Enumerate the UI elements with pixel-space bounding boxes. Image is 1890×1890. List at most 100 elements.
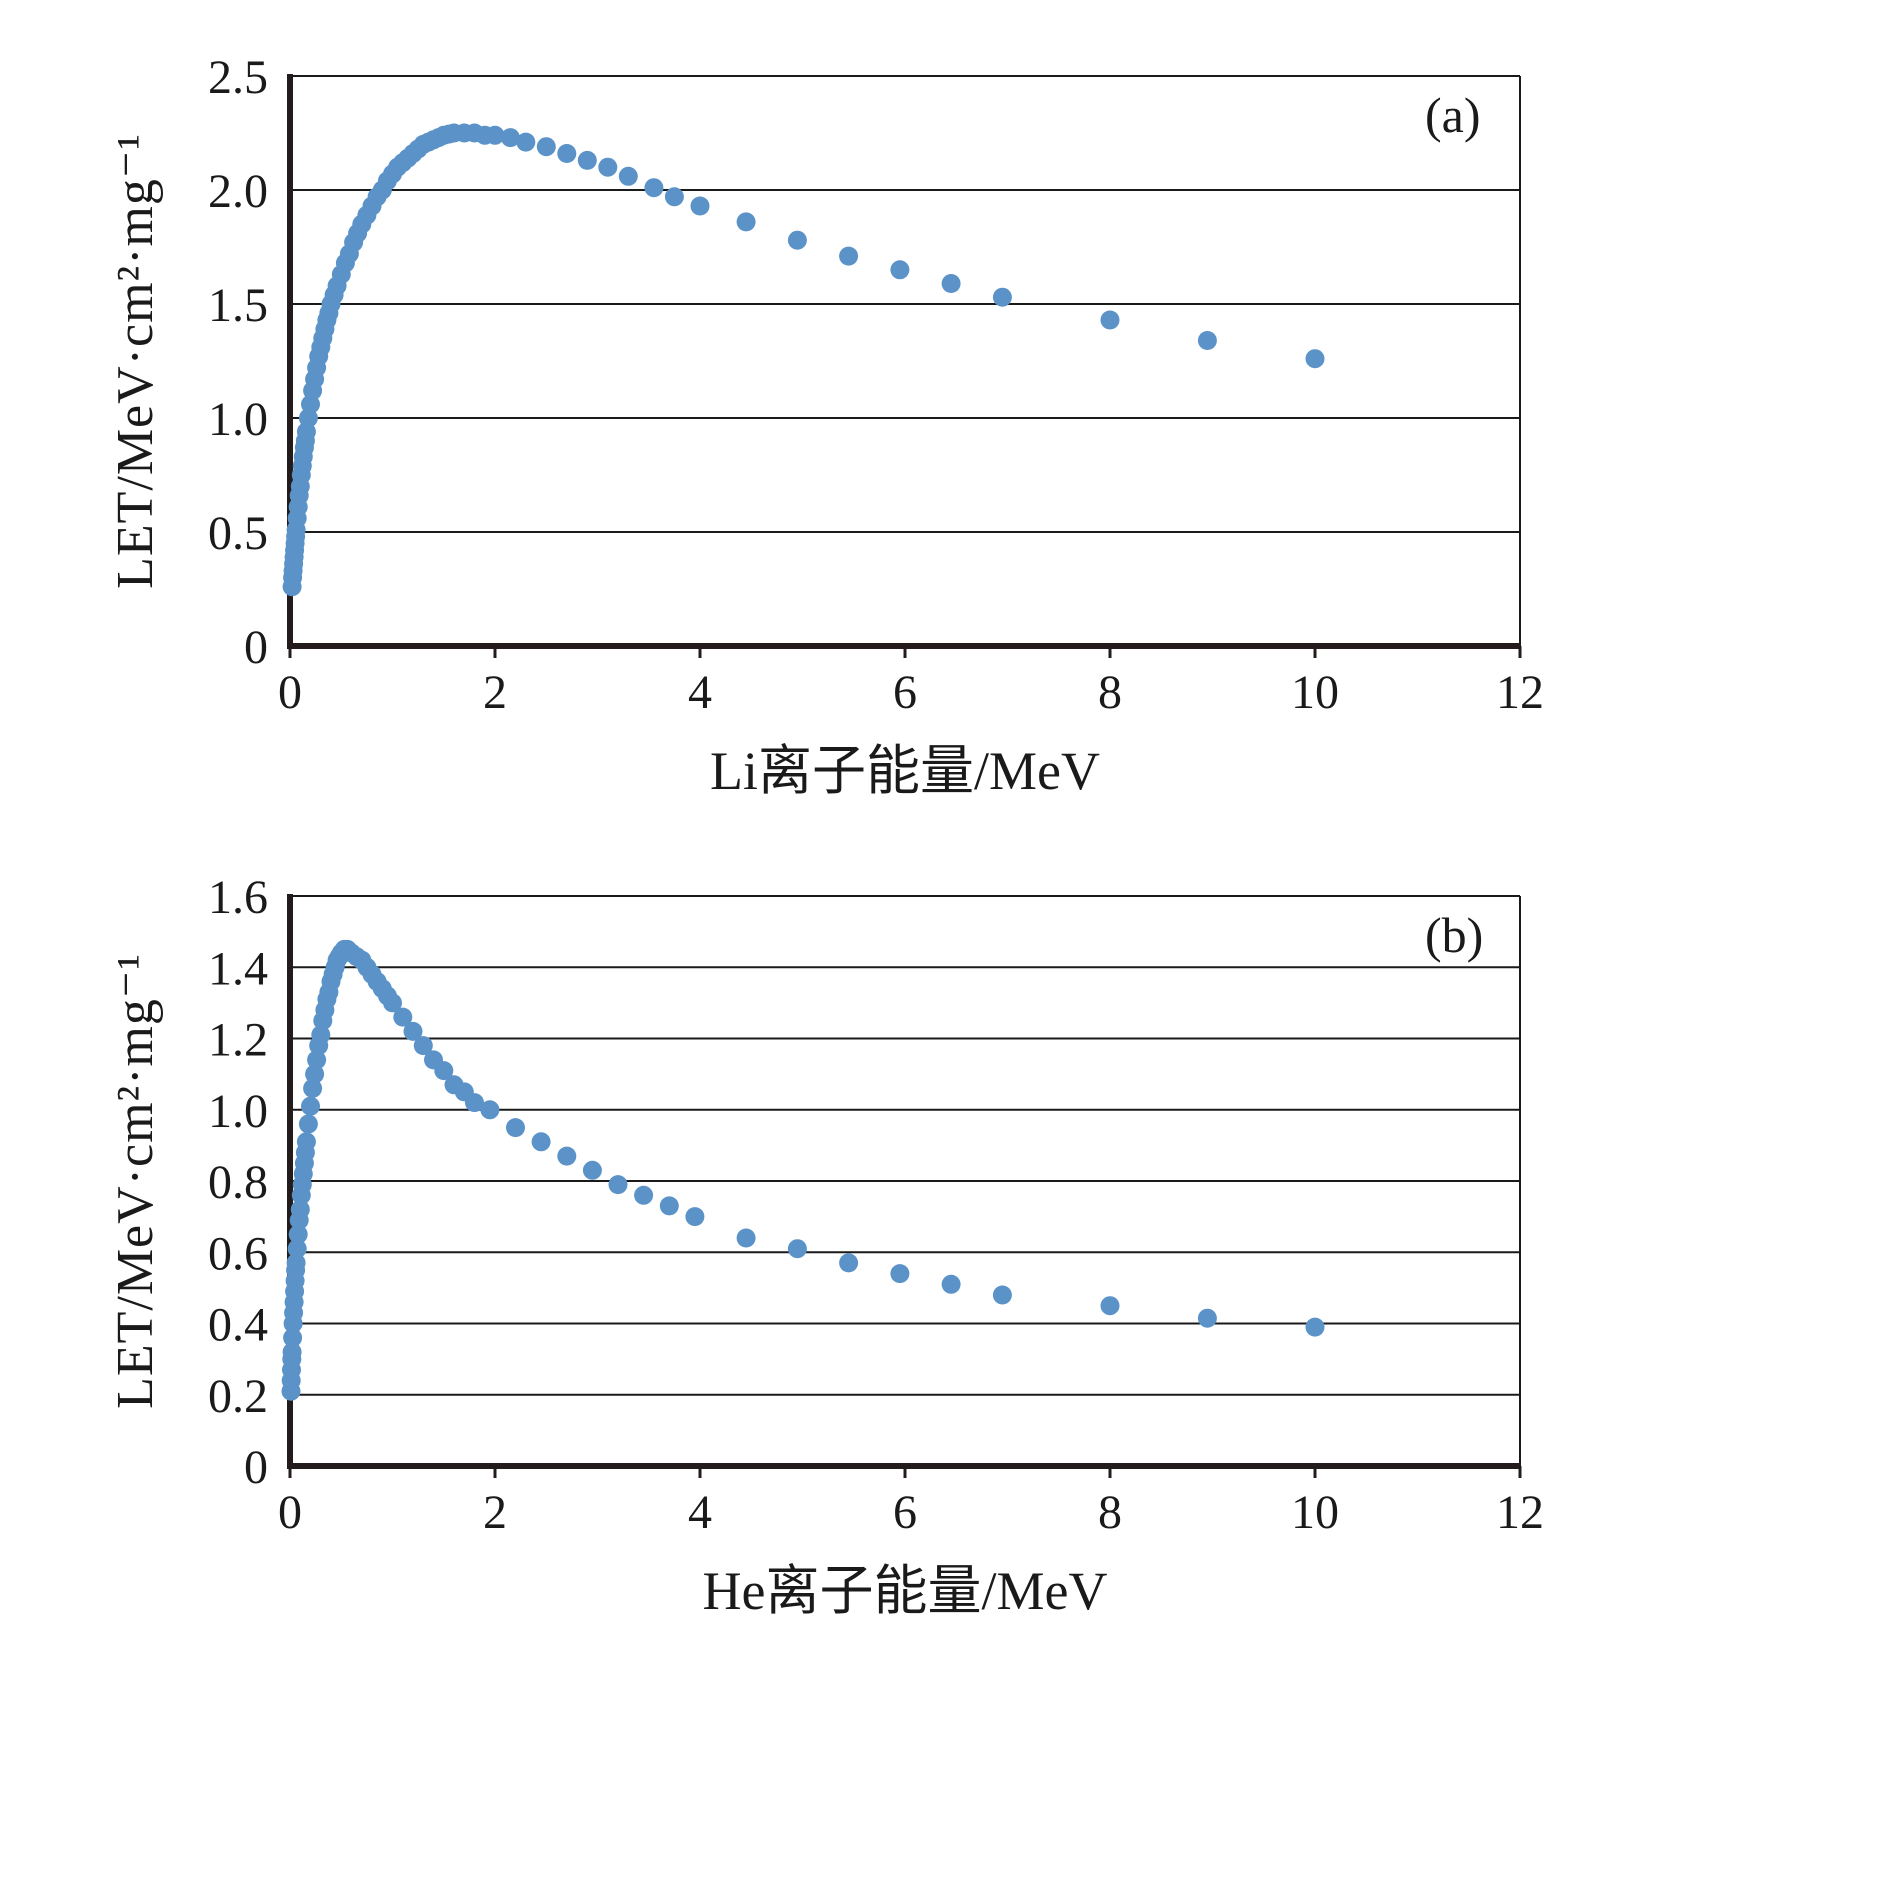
data-point xyxy=(301,1096,320,1116)
svg-text:1.6: 1.6 xyxy=(208,871,268,924)
data-point xyxy=(536,137,556,157)
data-point xyxy=(941,1274,961,1294)
gridlines xyxy=(290,895,1520,1467)
svg-text:1.0: 1.0 xyxy=(208,393,268,446)
svg-text:0.6: 0.6 xyxy=(208,1227,268,1280)
data-point xyxy=(1100,1296,1120,1316)
data-point xyxy=(290,1200,310,1219)
svg-text:1.0: 1.0 xyxy=(208,1085,268,1138)
data-point xyxy=(659,1196,679,1216)
data-point xyxy=(465,1093,484,1113)
data-point xyxy=(307,1050,327,1070)
data-point xyxy=(434,1061,454,1081)
data-point xyxy=(557,144,577,163)
data-point xyxy=(393,1007,413,1027)
chart-panel-a: 0 2 4 6 8 10 12 0 0.5 1.0 1.5 2.0 2.5 LET/MeV·cm²·mg… xyxy=(40,31,1890,831)
chart-b-plot-area: 0 2 4 6 8 10 12 0 0.2 0.4 0.6 0.8 1.0 1.2 1.4 1.6 xyxy=(208,871,1544,1539)
svg-text:1.5: 1.5 xyxy=(208,279,268,332)
svg-text:0.5: 0.5 xyxy=(208,507,268,560)
svg-text:10: 10 xyxy=(1291,666,1339,719)
svg-text:8: 8 xyxy=(1098,666,1122,719)
data-point xyxy=(311,1025,331,1045)
data-point xyxy=(296,1132,316,1152)
svg-text:2: 2 xyxy=(483,666,507,719)
y-axis-ticks: 0 0.2 0.4 0.6 0.8 1.0 1.2 1.4 1.6 xyxy=(208,871,268,1494)
data-point xyxy=(557,1146,577,1166)
svg-text:1.4: 1.4 xyxy=(208,942,268,995)
data-point xyxy=(283,1328,303,1348)
chart-panel-b: 0 2 4 6 8 10 12 0 0.2 0.4 0.6 0.8 1.0 1.2 1.4 1.6 LET/M… xyxy=(40,851,1890,1651)
data-point xyxy=(413,1036,433,1056)
data-point xyxy=(582,1160,602,1180)
svg-text:0: 0 xyxy=(278,666,302,719)
data-point xyxy=(618,166,638,186)
svg-text:4: 4 xyxy=(688,1486,712,1539)
data-point xyxy=(1305,349,1325,369)
plot-frame xyxy=(287,74,1521,649)
y-axis-ticks: 0 0.5 1.0 1.5 2.0 2.5 xyxy=(208,51,268,674)
scatter-series xyxy=(281,939,1325,1401)
data-point xyxy=(1197,1308,1217,1328)
data-point xyxy=(531,1132,551,1152)
x-axis-ticks: 0 2 4 6 8 10 12 xyxy=(278,1466,1544,1539)
data-point xyxy=(598,157,618,177)
svg-text:2.0: 2.0 xyxy=(208,165,268,218)
data-point xyxy=(305,1064,325,1084)
scatter-series xyxy=(282,123,1325,597)
data-point xyxy=(506,1118,525,1138)
svg-text:10: 10 xyxy=(1291,1486,1339,1539)
x-axis-ticks: 0 2 4 6 8 10 12 xyxy=(278,646,1544,719)
data-point xyxy=(383,993,402,1013)
data-point xyxy=(736,212,756,232)
svg-text:0.2: 0.2 xyxy=(208,1370,268,1423)
data-point xyxy=(500,128,520,148)
data-point xyxy=(941,274,961,293)
data-point xyxy=(303,1078,323,1098)
chart-a-plot-area: 0 2 4 6 8 10 12 0 0.5 1.0 1.5 2.0 2.5 xyxy=(208,51,1544,719)
svg-text:2.5: 2.5 xyxy=(208,51,268,104)
data-point xyxy=(992,1285,1012,1305)
data-point xyxy=(839,246,859,266)
data-point xyxy=(480,1100,500,1120)
svg-text:12: 12 xyxy=(1496,666,1544,719)
data-point xyxy=(485,125,505,145)
svg-text:0: 0 xyxy=(244,621,268,674)
panel-label-b: (b) xyxy=(1425,907,1484,963)
data-point xyxy=(736,1228,756,1248)
svg-text:0: 0 xyxy=(244,1441,268,1494)
data-point xyxy=(787,230,807,250)
data-point xyxy=(890,1264,910,1284)
svg-text:0.4: 0.4 xyxy=(208,1299,268,1352)
data-point xyxy=(992,287,1012,307)
data-point xyxy=(403,1021,423,1041)
svg-text:1.2: 1.2 xyxy=(208,1014,268,1067)
x-axis-label: He离子能量/MeV xyxy=(702,1561,1108,1621)
data-point xyxy=(516,132,536,152)
data-point xyxy=(608,1175,628,1195)
data-point xyxy=(288,1224,308,1244)
data-point xyxy=(890,260,910,280)
data-point xyxy=(634,1185,654,1205)
panel-label-a: (a) xyxy=(1425,87,1481,143)
data-point xyxy=(286,1253,306,1273)
data-point xyxy=(839,1253,859,1273)
data-point xyxy=(298,1114,318,1134)
data-point xyxy=(577,150,597,170)
svg-text:0.8: 0.8 xyxy=(208,1156,268,1209)
data-point xyxy=(1305,1317,1325,1337)
x-axis-label: Li离子能量/MeV xyxy=(710,741,1100,801)
data-point xyxy=(287,1239,307,1259)
svg-text:6: 6 xyxy=(893,1486,917,1539)
data-point xyxy=(787,1239,807,1259)
svg-text:6: 6 xyxy=(893,666,917,719)
data-point xyxy=(644,178,664,198)
svg-text:12: 12 xyxy=(1496,1486,1544,1539)
gridlines xyxy=(290,75,1520,647)
data-point xyxy=(685,1207,705,1227)
svg-text:8: 8 xyxy=(1098,1486,1122,1539)
svg-text:2: 2 xyxy=(483,1486,507,1539)
data-point xyxy=(690,196,710,216)
svg-text:0: 0 xyxy=(278,1486,302,1539)
data-point xyxy=(1197,331,1217,350)
y-axis-label: LET/MeV·cm²·mg⁻¹ xyxy=(107,953,164,1409)
